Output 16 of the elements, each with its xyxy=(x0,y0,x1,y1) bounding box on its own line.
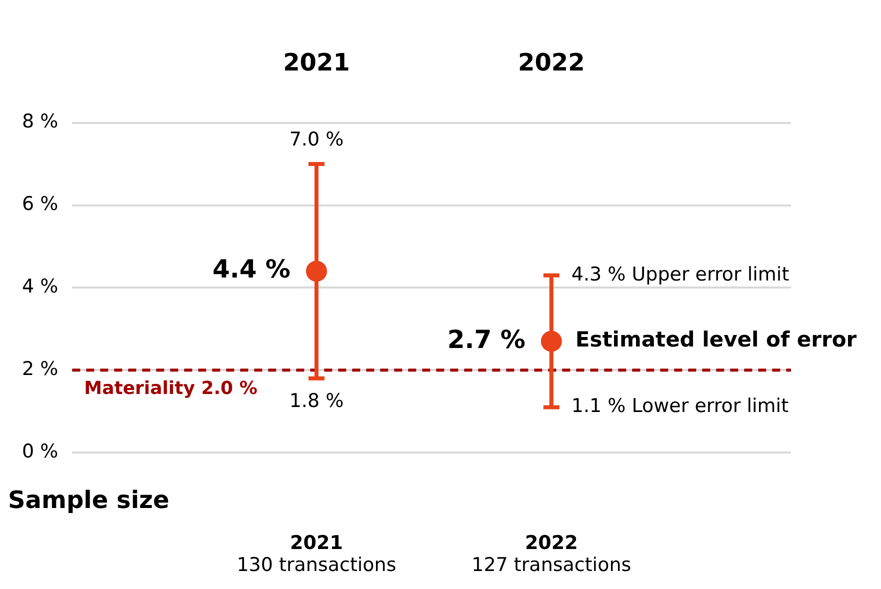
annotation: 1.8 % xyxy=(289,390,344,412)
annotation: 1.1 % Lower error limit xyxy=(571,395,789,418)
y-tick-label: 4 % xyxy=(22,276,58,298)
annotation: 7.0 % xyxy=(289,128,344,150)
y-tick-label: 8 % xyxy=(22,110,58,133)
ref-line-label: Materiality 2.0 % xyxy=(84,378,258,399)
category-label: 2021 xyxy=(290,532,343,554)
y-tick-label: 2 % xyxy=(22,358,58,380)
text: Sample size xyxy=(8,486,170,514)
data-label: 4.4 % xyxy=(212,254,290,284)
y-tick-label: 6 % xyxy=(22,193,58,216)
y-tick-label: 0 % xyxy=(22,440,58,463)
data-label: 2.7 % xyxy=(447,324,526,354)
annotation: Estimated level of error xyxy=(575,328,858,352)
annotation: 4.3 % Upper error limit xyxy=(571,263,790,286)
category-label: 2022 xyxy=(524,532,578,554)
